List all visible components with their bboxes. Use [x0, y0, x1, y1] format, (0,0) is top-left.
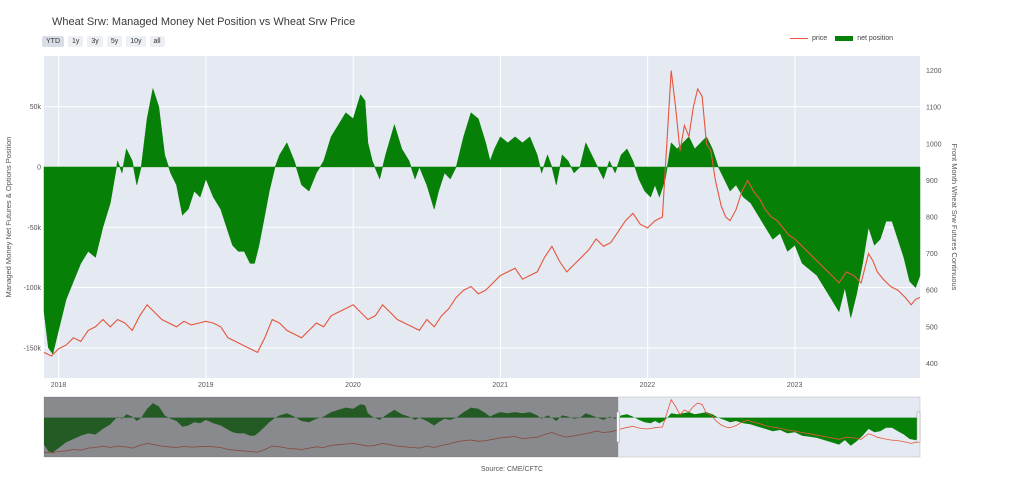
legend-label-price: price [812, 35, 828, 42]
y-left-tick-label: 50k [30, 104, 42, 111]
y-left-tick-label: -100k [23, 285, 41, 292]
legend: price net position [790, 35, 893, 42]
y-right-tick-label: 500 [926, 324, 938, 331]
source-note: Source: CME/CFTC [480, 466, 544, 473]
range-slider-mask [44, 397, 619, 457]
range-slider-net-position [44, 403, 920, 453]
x-tick-label: 2019 [198, 382, 214, 389]
range-slider-handle-right[interactable] [916, 411, 921, 443]
range-button-3y[interactable]: 3y [87, 36, 103, 47]
price-series [43, 70, 921, 357]
x-tick-label: 2022 [640, 382, 656, 389]
y-right-tick-label: 1000 [926, 141, 942, 148]
y-right-axis-title: Front Month Wheat Srw Futures Continuous [950, 144, 959, 291]
slider-net-position-series [44, 403, 920, 453]
y-left-tick-label: -50k [27, 225, 41, 232]
legend-item-price[interactable]: price [790, 35, 827, 42]
x-tick-label: 2018 [51, 382, 67, 389]
legend-label-net-position: net position [857, 35, 893, 42]
range-selector: YTD 1y 3y 5y 10y all [42, 36, 165, 47]
x-tick-label: 2020 [345, 382, 361, 389]
range-button-10y[interactable]: 10y [126, 36, 146, 47]
axis-titles: Managed Money Net Futures & Options Posi… [4, 137, 959, 298]
x-tick-label: 2021 [492, 382, 508, 389]
range-button-5y[interactable]: 5y [106, 36, 123, 47]
range-button-1y[interactable]: 1y [68, 36, 84, 47]
net-position-series [43, 87, 921, 355]
y-left-axis-title: Managed Money Net Futures & Options Posi… [4, 137, 13, 298]
legend-line-swatch [790, 38, 808, 39]
y-right-tick-label: 700 [926, 251, 938, 258]
y-left-tick-label: 0 [37, 164, 41, 171]
y-right-tick-label: 600 [926, 288, 938, 295]
axis-tick-labels: 2018 2019 2020 2021 2022 2023 50k 0 -50k -100k -15… [23, 68, 941, 389]
range-button-ytd[interactable]: YTD [42, 36, 64, 47]
y-left-tick-label: -150k [23, 345, 41, 352]
price-line [43, 70, 921, 357]
y-right-tick-label: 400 [926, 361, 938, 368]
legend-item-net-position[interactable]: net position [835, 35, 893, 42]
chart-title: Wheat Srw: Managed Money Net Position vs… [52, 16, 356, 28]
y-right-tick-label: 1100 [926, 105, 941, 112]
y-right-tick-label: 900 [926, 178, 938, 185]
net-position-area [43, 87, 921, 355]
range-button-all[interactable]: all [149, 36, 165, 47]
range-slider-handle-left[interactable] [616, 411, 620, 443]
y-right-tick-label: 1200 [926, 68, 942, 75]
y-right-tick-label: 800 [926, 215, 938, 222]
legend-bar-swatch [835, 36, 854, 41]
range-slider[interactable] [43, 396, 921, 458]
x-tick-label: 2023 [787, 382, 803, 389]
